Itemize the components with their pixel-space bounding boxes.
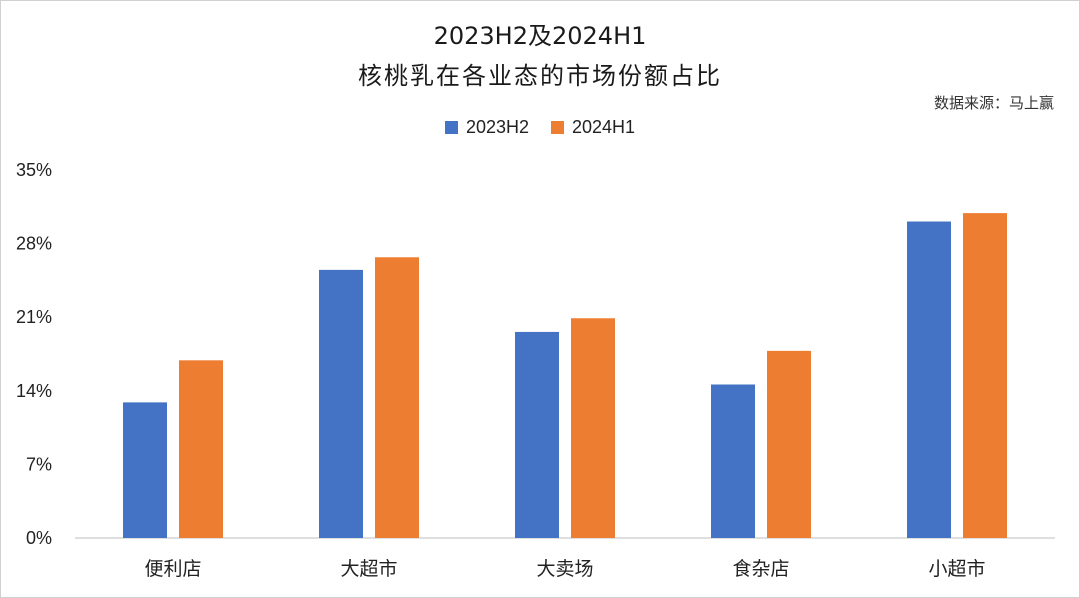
y-tick-label: 21% [16,307,52,327]
x-tick-label: 大卖场 [536,558,593,580]
bar-2024h1-0 [179,360,223,538]
bar-2024h1-2 [571,318,615,538]
y-tick-label: 7% [26,454,52,474]
x-tick-label: 小超市 [928,558,985,580]
legend-item-2023h2: 2023H2 [444,117,529,138]
bar-2024h1-4 [963,213,1007,538]
x-tick-label: 食杂店 [732,558,789,580]
y-tick-label: 14% [16,381,52,401]
legend-item-2024h1: 2024H1 [551,117,635,138]
legend-swatch-2023h2 [444,121,458,134]
chart-legend: 2023H2 2024H1 [0,117,1080,138]
bar-2024h1-1 [375,257,419,538]
legend-swatch-2024h1 [551,121,564,134]
bar-2024h1-3 [767,350,811,538]
data-source-note: 数据来源：马上赢 [933,94,1054,112]
legend-label-2023h2: 2023H2 [465,117,529,137]
bar-2023h2-1 [319,269,363,538]
bar-2023h2-2 [515,331,559,538]
bar-2023h2-0 [123,402,167,538]
chart-title-line2: 核桃乳在各业态的市场份额占比 [358,62,722,90]
y-tick-label: 28% [16,234,52,254]
y-tick-label: 35% [16,160,52,180]
x-tick-label: 大超市 [340,558,397,580]
y-tick-label: 0% [26,528,52,548]
x-tick-label: 便利店 [144,558,201,580]
bar-2023h2-4 [907,221,951,538]
chart-title-line1: 2023H2及2024H1 [433,22,647,50]
legend-label-2024h1: 2024H1 [572,117,636,137]
bar-2023h2-3 [711,384,755,538]
